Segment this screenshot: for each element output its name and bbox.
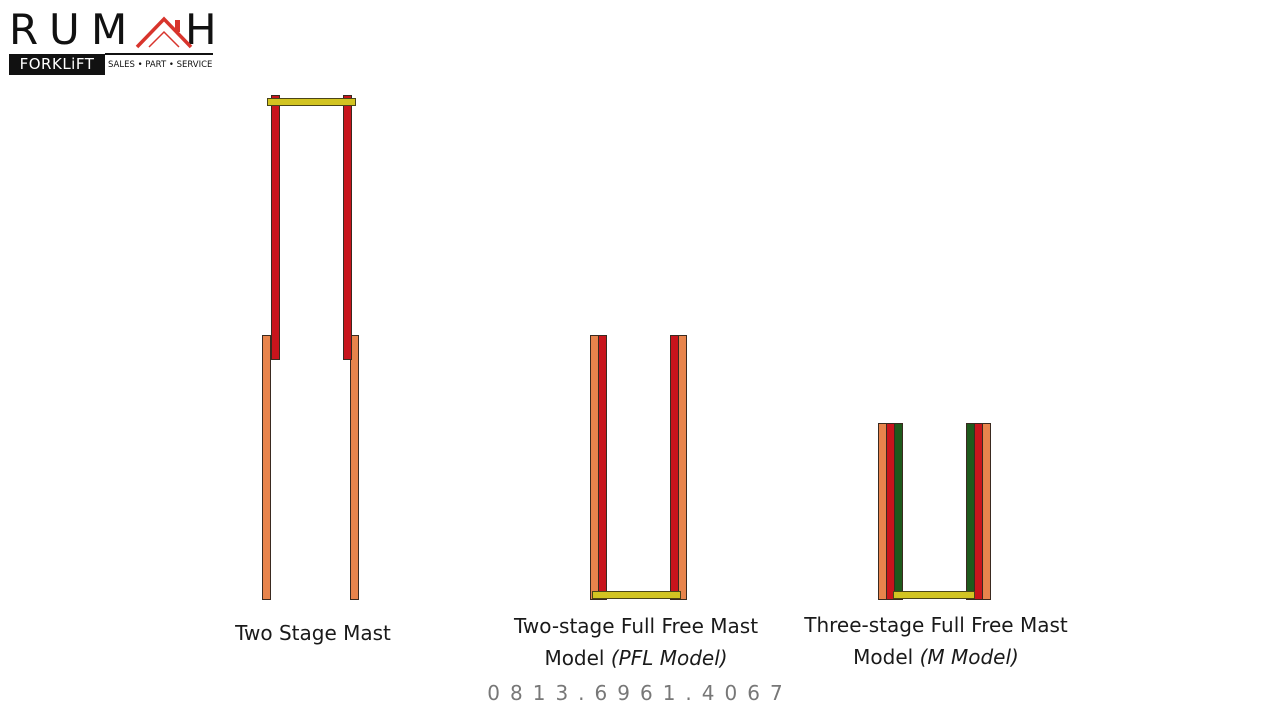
outer-rail-left: [262, 335, 271, 600]
logo-tagline: SALES • PART • SERVICE: [108, 60, 213, 70]
caption-line-1: Two-stage Full Free Mast: [513, 614, 759, 638]
inner-rail-right: [343, 95, 352, 360]
caption-line-2: Model (PFL Model): [486, 642, 786, 674]
caption-two-stage-full-free-mast: Two-stage Full Free Mast Model (PFL Mode…: [486, 610, 786, 674]
caption-three-stage-full-free-mast: Three-stage Full Free Mast Model (M Mode…: [786, 609, 1086, 673]
logo-letter-m: M: [91, 5, 128, 54]
outer-rail-right: [982, 423, 991, 600]
caption-line-1: Two Stage Mast: [235, 621, 391, 645]
caption-model-name: (M Model): [919, 645, 1019, 669]
logo-divider: [105, 53, 213, 55]
outer-rail-right: [678, 335, 687, 600]
caption-model-prefix: Model: [544, 646, 611, 670]
house-roof-icon: [135, 16, 193, 49]
carriage-bottom: [592, 591, 681, 599]
caption-two-stage-mast: Two Stage Mast: [213, 617, 413, 649]
caption-model-prefix: Model: [853, 645, 920, 669]
company-logo: R U M H FORKLiFT SALES • PART • SERVICE: [9, 5, 217, 76]
logo-brand-bar: FORKLiFT: [9, 54, 105, 75]
inner-rail-left: [271, 95, 280, 360]
carriage-bottom: [893, 591, 975, 599]
carriage-top: [267, 98, 356, 106]
outer-rail-right: [350, 335, 359, 600]
caption-line-2: Model (M Model): [786, 641, 1086, 673]
caption-line-1: Three-stage Full Free Mast: [804, 613, 1068, 637]
middle-rail-left: [894, 423, 903, 600]
inner-rail-left: [598, 335, 607, 600]
logo-letter-u: U: [49, 5, 80, 54]
logo-letter-r: R: [9, 5, 39, 54]
caption-model-name: (PFL Model): [610, 646, 728, 670]
phone-number: 0813.6961.4067: [487, 681, 793, 705]
